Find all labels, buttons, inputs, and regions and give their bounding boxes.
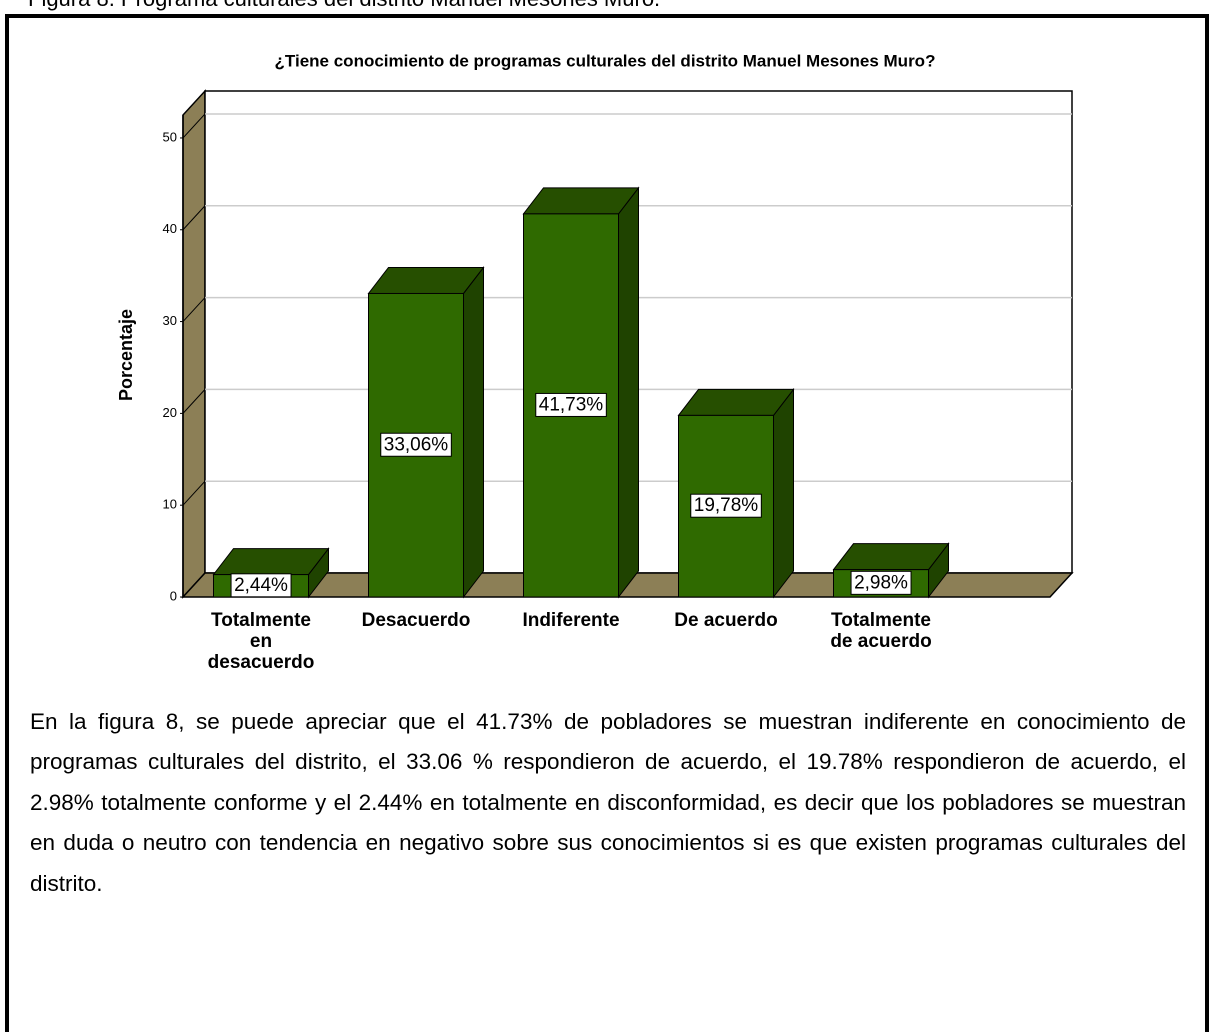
wall-grid-line: [182, 297, 206, 322]
frame: [5, 14, 1209, 1032]
x-tick-label: De acuerdo: [674, 610, 777, 631]
bar-side: [773, 387, 794, 599]
bar-top: [367, 266, 485, 294]
x-tick-label: Desacuerdo: [362, 610, 471, 631]
y-tick-label: 40: [163, 221, 177, 236]
y-tick-label: 50: [163, 129, 177, 144]
chart-title: ¿Tiene conocimiento de programas cultura…: [275, 51, 936, 70]
value-label: 41,73%: [539, 394, 604, 415]
value-label-box: [850, 570, 912, 595]
x-tick-label: Totalmente de acuerdo: [830, 610, 931, 652]
value-label-box: [230, 573, 292, 598]
value-label: 19,78%: [694, 495, 759, 516]
y-tick-label: 10: [163, 497, 177, 512]
paragraph: En la figura 8, se puede apreciar que el…: [30, 709, 1186, 896]
value-label-box: [380, 432, 452, 457]
figure-caption: Figura 8. Programa culturales del distri…: [28, 0, 660, 12]
chart: ¿Tiene conocimiento de programas cultura…: [116, 51, 1074, 673]
value-label: 33,06%: [384, 434, 449, 455]
x-tick-label: Totalmente en desacuerdo: [208, 610, 315, 673]
bar: [522, 186, 640, 599]
y-axis-label: Porcentaje: [116, 309, 136, 401]
wall-grid-line: [182, 113, 206, 139]
y-tick-label: 20: [163, 405, 177, 420]
x-tick-label: Indiferente: [522, 610, 619, 631]
wall-grid-line: [182, 389, 206, 414]
value-label: 2,44%: [234, 575, 288, 596]
bar-top: [677, 388, 795, 416]
value-label-box: [690, 493, 762, 518]
value-label-box: [535, 392, 607, 417]
bar-side: [618, 186, 639, 599]
bar-top: [522, 187, 640, 215]
value-label: 2,98%: [854, 572, 908, 593]
y-tick-label: 0: [170, 588, 177, 603]
bar-top: [212, 548, 330, 576]
left-wall: [182, 89, 206, 599]
wall-grid-line: [182, 205, 206, 231]
bar-top: [832, 543, 950, 571]
bar-side: [463, 266, 484, 599]
bar: [367, 266, 485, 599]
wall-grid-line: [182, 480, 206, 506]
y-tick-label: 30: [163, 313, 177, 328]
bar: [677, 387, 795, 599]
